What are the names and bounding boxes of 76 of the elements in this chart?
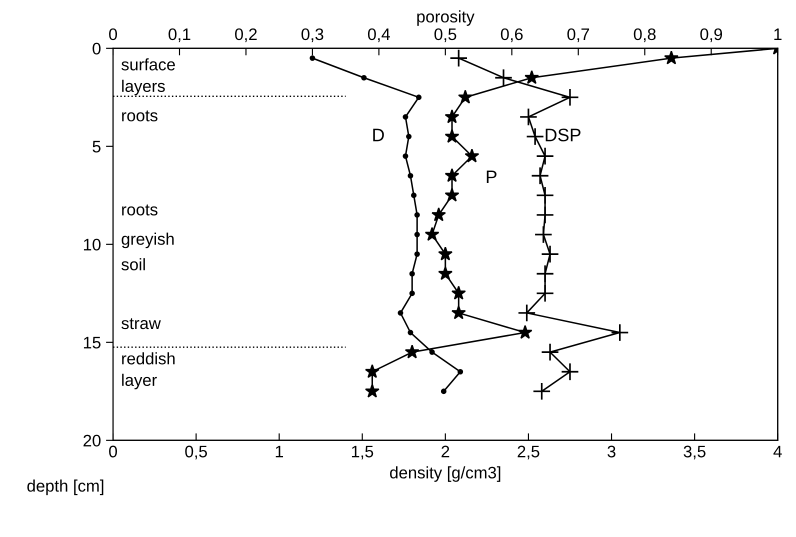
x2-tick-label: 0,3 <box>302 28 324 42</box>
point <box>530 166 550 185</box>
annotation: reddish <box>122 352 175 364</box>
x2-tick-label: 0,8 <box>634 28 656 42</box>
x2-tick-label: 0 <box>109 28 118 40</box>
point <box>429 349 435 355</box>
point <box>534 225 553 244</box>
x-tick-label: 0 <box>109 446 118 458</box>
x2-tick-label: 0,7 <box>567 28 590 42</box>
y-axis-title: depth [cm] <box>27 480 104 496</box>
annotation: surface <box>121 58 175 70</box>
x-tick-label: 3 <box>608 446 616 458</box>
point <box>494 68 513 87</box>
point <box>416 94 422 100</box>
point <box>414 212 420 218</box>
annotation: layers <box>122 80 165 96</box>
series-label: DSP <box>546 128 580 142</box>
x2-tick-label: 0,2 <box>235 28 257 42</box>
point <box>408 330 414 336</box>
point <box>411 192 417 198</box>
point <box>402 153 408 159</box>
x-tick-label: 3,5 <box>684 446 706 460</box>
point <box>610 323 630 342</box>
point <box>560 362 580 381</box>
point <box>540 342 560 362</box>
point <box>519 108 538 126</box>
series-label: P <box>486 170 496 184</box>
x-tick-label: 1,5 <box>352 446 374 460</box>
y-tick-label: 10 <box>84 238 101 251</box>
point <box>449 48 468 68</box>
x2-tick-label: 0,4 <box>368 28 390 42</box>
point <box>536 206 554 224</box>
y-tick-label: 0 <box>92 42 101 55</box>
x-tick-label: 1 <box>276 446 284 458</box>
annotation: straw <box>121 318 161 330</box>
x2-tick-label: 0,1 <box>168 28 190 42</box>
annotation: roots <box>122 110 158 122</box>
point <box>458 368 464 375</box>
point <box>409 270 415 277</box>
point <box>409 290 415 296</box>
x-tick-label: 0,5 <box>185 446 207 460</box>
x-axis-title: density [g/cm3] <box>390 466 500 482</box>
point <box>406 134 412 140</box>
point <box>536 186 554 204</box>
x2-axis-title: porosity <box>417 10 475 26</box>
x-tick-label: 2 <box>442 446 450 458</box>
point <box>414 251 420 257</box>
x2-tick-label: 1 <box>774 28 782 40</box>
y-tick-label: 20 <box>84 434 101 447</box>
x2-tick-label: 0,5 <box>434 28 456 42</box>
point <box>536 264 554 283</box>
annotation: roots <box>122 204 158 216</box>
annotation: greyish <box>122 232 174 248</box>
x-tick-label: 4 <box>773 446 782 458</box>
x2-tick-label: 0,6 <box>500 28 523 42</box>
point <box>398 310 404 316</box>
y-tick-label: 15 <box>84 336 101 349</box>
point <box>414 232 420 238</box>
annotation: soil <box>121 258 145 270</box>
point <box>402 114 408 120</box>
series-label: D <box>373 128 384 142</box>
point <box>536 284 554 303</box>
annotation: layer <box>122 374 157 390</box>
point <box>560 88 580 106</box>
point <box>440 388 446 394</box>
point <box>310 55 316 61</box>
point <box>540 244 560 264</box>
x-tick-label: 2,5 <box>518 446 540 460</box>
y-tick-label: 5 <box>92 140 101 153</box>
point <box>532 382 551 401</box>
point <box>526 127 544 146</box>
x2-tick-label: 0,9 <box>700 28 722 42</box>
point <box>361 74 367 81</box>
point <box>408 172 414 179</box>
point <box>518 304 536 322</box>
point <box>536 146 554 166</box>
